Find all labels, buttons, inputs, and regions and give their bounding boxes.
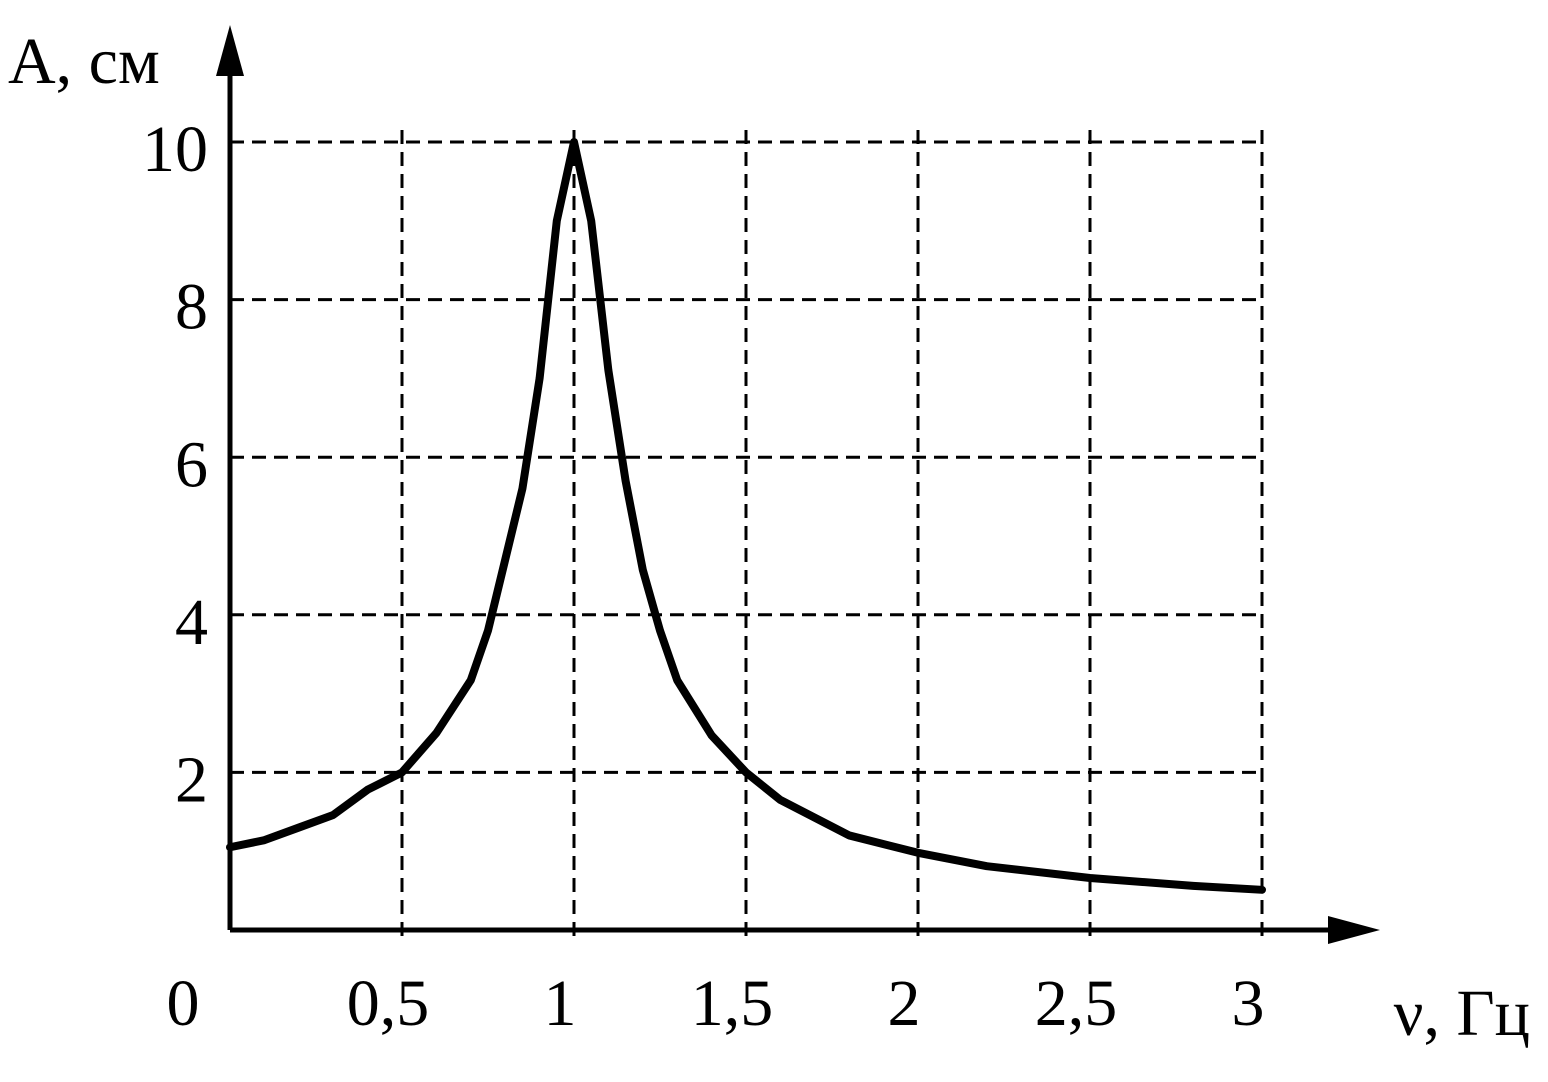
y-axis-arrow (216, 25, 244, 76)
y-tick-label: 8 (175, 271, 208, 344)
y-tick-label: 6 (175, 428, 208, 501)
x-axis-label: ν, Гц (1394, 977, 1530, 1050)
y-tick-label: 2 (175, 744, 208, 817)
x-tick-label: 2 (888, 967, 921, 1040)
x-tick-label: 0,5 (347, 967, 430, 1040)
x-tick-label: 1 (544, 967, 577, 1040)
y-tick-label: 4 (175, 586, 208, 659)
x-tick-label: 0 (167, 967, 200, 1040)
y-axis-label: A, см (8, 25, 160, 98)
curve (226, 138, 1266, 894)
y-tick-label: 10 (142, 113, 208, 186)
x-tick-label: 3 (1232, 967, 1265, 1040)
x-axis-arrow (1328, 916, 1380, 944)
x-tick-label: 2,5 (1035, 967, 1118, 1040)
x-tick-label: 1,5 (691, 967, 774, 1040)
